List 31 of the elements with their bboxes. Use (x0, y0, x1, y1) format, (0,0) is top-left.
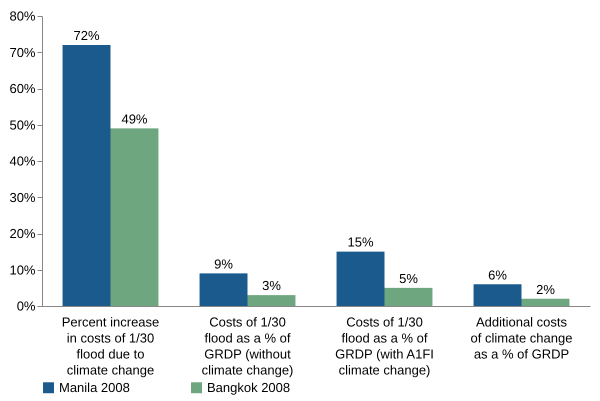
y-tick-label: 30% (9, 190, 36, 205)
legend-label: Bangkok 2008 (207, 380, 290, 395)
legend-label: Manila 2008 (59, 380, 130, 395)
bar (248, 295, 296, 306)
y-tick-label: 40% (9, 154, 36, 168)
x-tick-label: Costs of 1/30 flood as a % of GRDP (without climate change) (202, 314, 294, 378)
data-label: 5% (399, 270, 418, 286)
data-label: 2% (536, 282, 556, 297)
data-label: 3% (262, 278, 282, 294)
bar (336, 252, 384, 306)
y-tick-label: 20% (9, 226, 36, 241)
x-tick-label: Costs of 1/30 flood as a % of GRDP (with A1FI climate change) (335, 314, 434, 378)
data-label: 72% (74, 28, 100, 43)
bar (474, 284, 522, 306)
bar (200, 273, 248, 306)
data-label: 6% (488, 267, 508, 282)
bar (110, 128, 158, 306)
bar (384, 288, 432, 306)
y-tick-label: 50% (9, 117, 36, 132)
y-tick-label: 60% (9, 81, 36, 96)
x-tick-label: Additional costs of climate change as a % of GRDP (470, 314, 572, 362)
y-tick-label: 80% (9, 8, 36, 24)
y-tick-label: 0% (16, 298, 36, 314)
bar (522, 298, 570, 306)
y-tick-label: 70% (9, 44, 36, 60)
bar (62, 45, 110, 306)
data-label: 9% (214, 256, 234, 272)
data-label: 49% (121, 111, 148, 126)
data-label: 15% (348, 234, 374, 250)
x-tick-label: Percent increase in costs of 1/30 flood due to climate change (62, 314, 160, 378)
y-tick-label: 10% (9, 262, 36, 278)
